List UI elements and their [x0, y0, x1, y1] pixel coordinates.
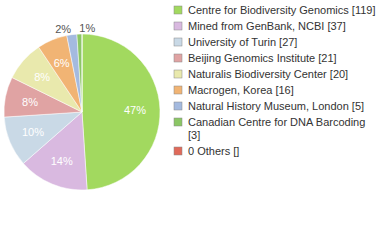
data-label: 14% — [51, 155, 73, 167]
data-label: 2% — [55, 23, 71, 35]
data-label: 47% — [124, 104, 146, 116]
pie-slice — [67, 34, 82, 112]
legend-swatch — [174, 147, 182, 155]
legend-label: Naturalis Biodiversity Center [20] — [188, 68, 348, 80]
legend: Centre for Biodiversity Genomics [119] Mi… — [174, 4, 375, 157]
legend-label: University of Turin [27] — [188, 36, 297, 48]
data-label: 1% — [79, 22, 95, 34]
data-label: 6% — [54, 57, 70, 69]
pie — [4, 34, 160, 190]
pie-slice — [82, 34, 160, 190]
legend-swatch — [174, 54, 182, 62]
legend-label: 0 Others [] — [188, 145, 239, 157]
legend-swatch — [174, 22, 182, 30]
legend-label: Mined from GenBank, NCBI [37] — [188, 20, 346, 32]
legend-swatch — [174, 86, 182, 94]
pie-slice — [77, 34, 82, 112]
chart: 47% 14% 10% 8% 8% 6% 2% 1% Centre for Biodiversi… — [0, 0, 380, 240]
legend-swatch — [174, 38, 182, 46]
legend-label: Macrogen, Korea [16] — [188, 84, 294, 96]
data-labels: 47% 14% 10% 8% 8% 6% 2% 1% — [22, 22, 146, 167]
legend-label: Beijing Genomics Institute [21] — [188, 52, 337, 64]
legend-swatch — [174, 70, 182, 78]
legend-label: Natural History Museum, London [5] — [188, 100, 364, 112]
legend-swatch — [174, 6, 182, 14]
legend-swatch — [174, 102, 182, 110]
legend-label: Canadian Centre for DNA Barcoding[3] — [188, 116, 365, 141]
data-label: 8% — [34, 71, 50, 83]
data-label: 8% — [22, 96, 38, 108]
pie-slice — [82, 34, 83, 112]
data-label: 10% — [22, 126, 44, 138]
legend-label: Centre for Biodiversity Genomics [119] — [188, 4, 375, 16]
legend-swatch — [174, 118, 182, 126]
